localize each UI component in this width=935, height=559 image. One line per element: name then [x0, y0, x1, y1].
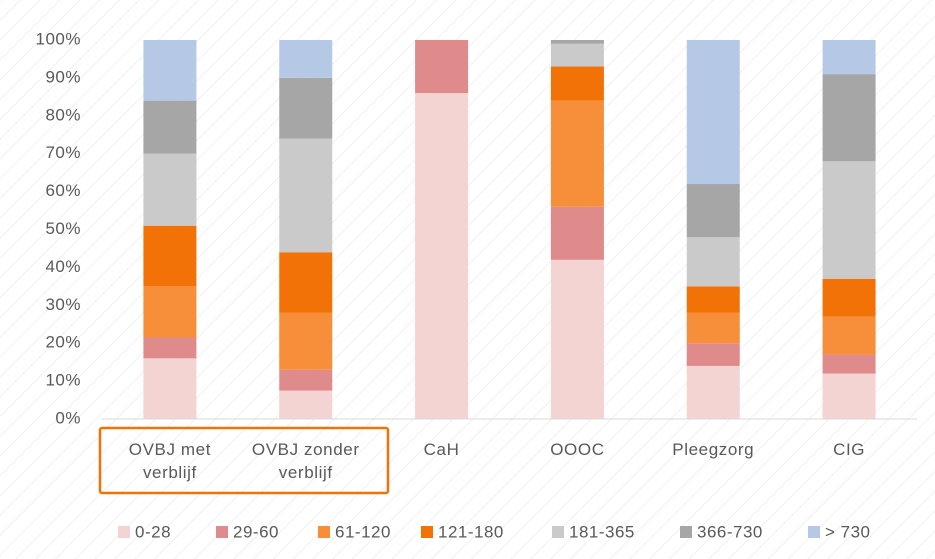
legend-swatch [680, 526, 692, 538]
bar-segment [550, 40, 604, 44]
bar-segment [279, 390, 333, 419]
bar-segment [686, 343, 740, 366]
y-tick-label: 20% [45, 333, 81, 352]
legend-label: 29-60 [233, 522, 279, 541]
bar-segment [279, 77, 333, 139]
bar-segment [143, 337, 197, 359]
bar-segment [550, 66, 604, 101]
legend-label: 61-120 [335, 522, 391, 541]
bar-segment [822, 354, 876, 374]
y-tick-label: 70% [45, 143, 81, 162]
legend-label: 121-180 [438, 522, 504, 541]
bar-segment [686, 312, 740, 344]
legend-label: 366-730 [697, 522, 763, 541]
bar-segment [279, 138, 333, 253]
bar-segment [143, 286, 197, 338]
y-tick-label: 50% [45, 219, 81, 238]
x-tick-label: OOOC [550, 440, 605, 459]
bar-segment [143, 153, 197, 226]
bar-segment [550, 259, 604, 419]
legend-swatch [318, 526, 330, 538]
y-tick-label: 60% [45, 181, 81, 200]
bar-segment [686, 365, 740, 419]
x-tick-label: OVBJ zonder verblijf [251, 440, 360, 482]
bar-segment [279, 252, 333, 313]
bar-segment [143, 100, 197, 154]
x-tick-label: Pleegzorg [672, 440, 755, 459]
bar-segment [550, 100, 604, 207]
bar-segment [143, 40, 197, 101]
y-tick-label: 10% [45, 371, 81, 390]
y-tick-label: 80% [45, 105, 81, 124]
bar-segment [143, 225, 197, 287]
bar-segment [279, 40, 333, 78]
bar-segment [143, 358, 197, 419]
legend-swatch [808, 526, 820, 538]
bar-segment [686, 40, 740, 185]
bar-segment [822, 40, 876, 75]
legend-swatch [216, 526, 228, 538]
x-tick-label: CaH [423, 440, 460, 459]
bar-segment [686, 184, 740, 238]
bar-segment [686, 286, 740, 313]
bar-segment [279, 312, 333, 370]
highlight-box [98, 426, 390, 495]
legend-swatch [118, 526, 130, 538]
legend-label: 0-28 [135, 522, 171, 541]
bar-segment [822, 373, 876, 419]
bar-segment [822, 161, 876, 279]
y-tick-label: 40% [45, 257, 81, 276]
x-tick-label: CIG [833, 440, 866, 459]
legend-label: > 730 [825, 522, 871, 541]
y-tick-label: 90% [45, 67, 81, 86]
bar-segment [822, 316, 876, 355]
bar-segment [550, 43, 604, 67]
y-tick-label: 0% [55, 408, 81, 427]
bar-segment [279, 369, 333, 391]
bar-segment [822, 74, 876, 162]
y-tick-label: 100% [36, 29, 81, 48]
bar-segment [822, 278, 876, 317]
legend-label: 181-365 [569, 522, 635, 541]
y-tick-label: 30% [45, 295, 81, 314]
legend-swatch [552, 526, 564, 538]
x-tick-label: OVBJ met verblijf [128, 440, 212, 482]
legend-swatch [421, 526, 433, 538]
bar-segment [415, 40, 469, 94]
bar-segment [550, 206, 604, 260]
bar-segment [415, 93, 469, 419]
bar-segment [686, 237, 740, 287]
